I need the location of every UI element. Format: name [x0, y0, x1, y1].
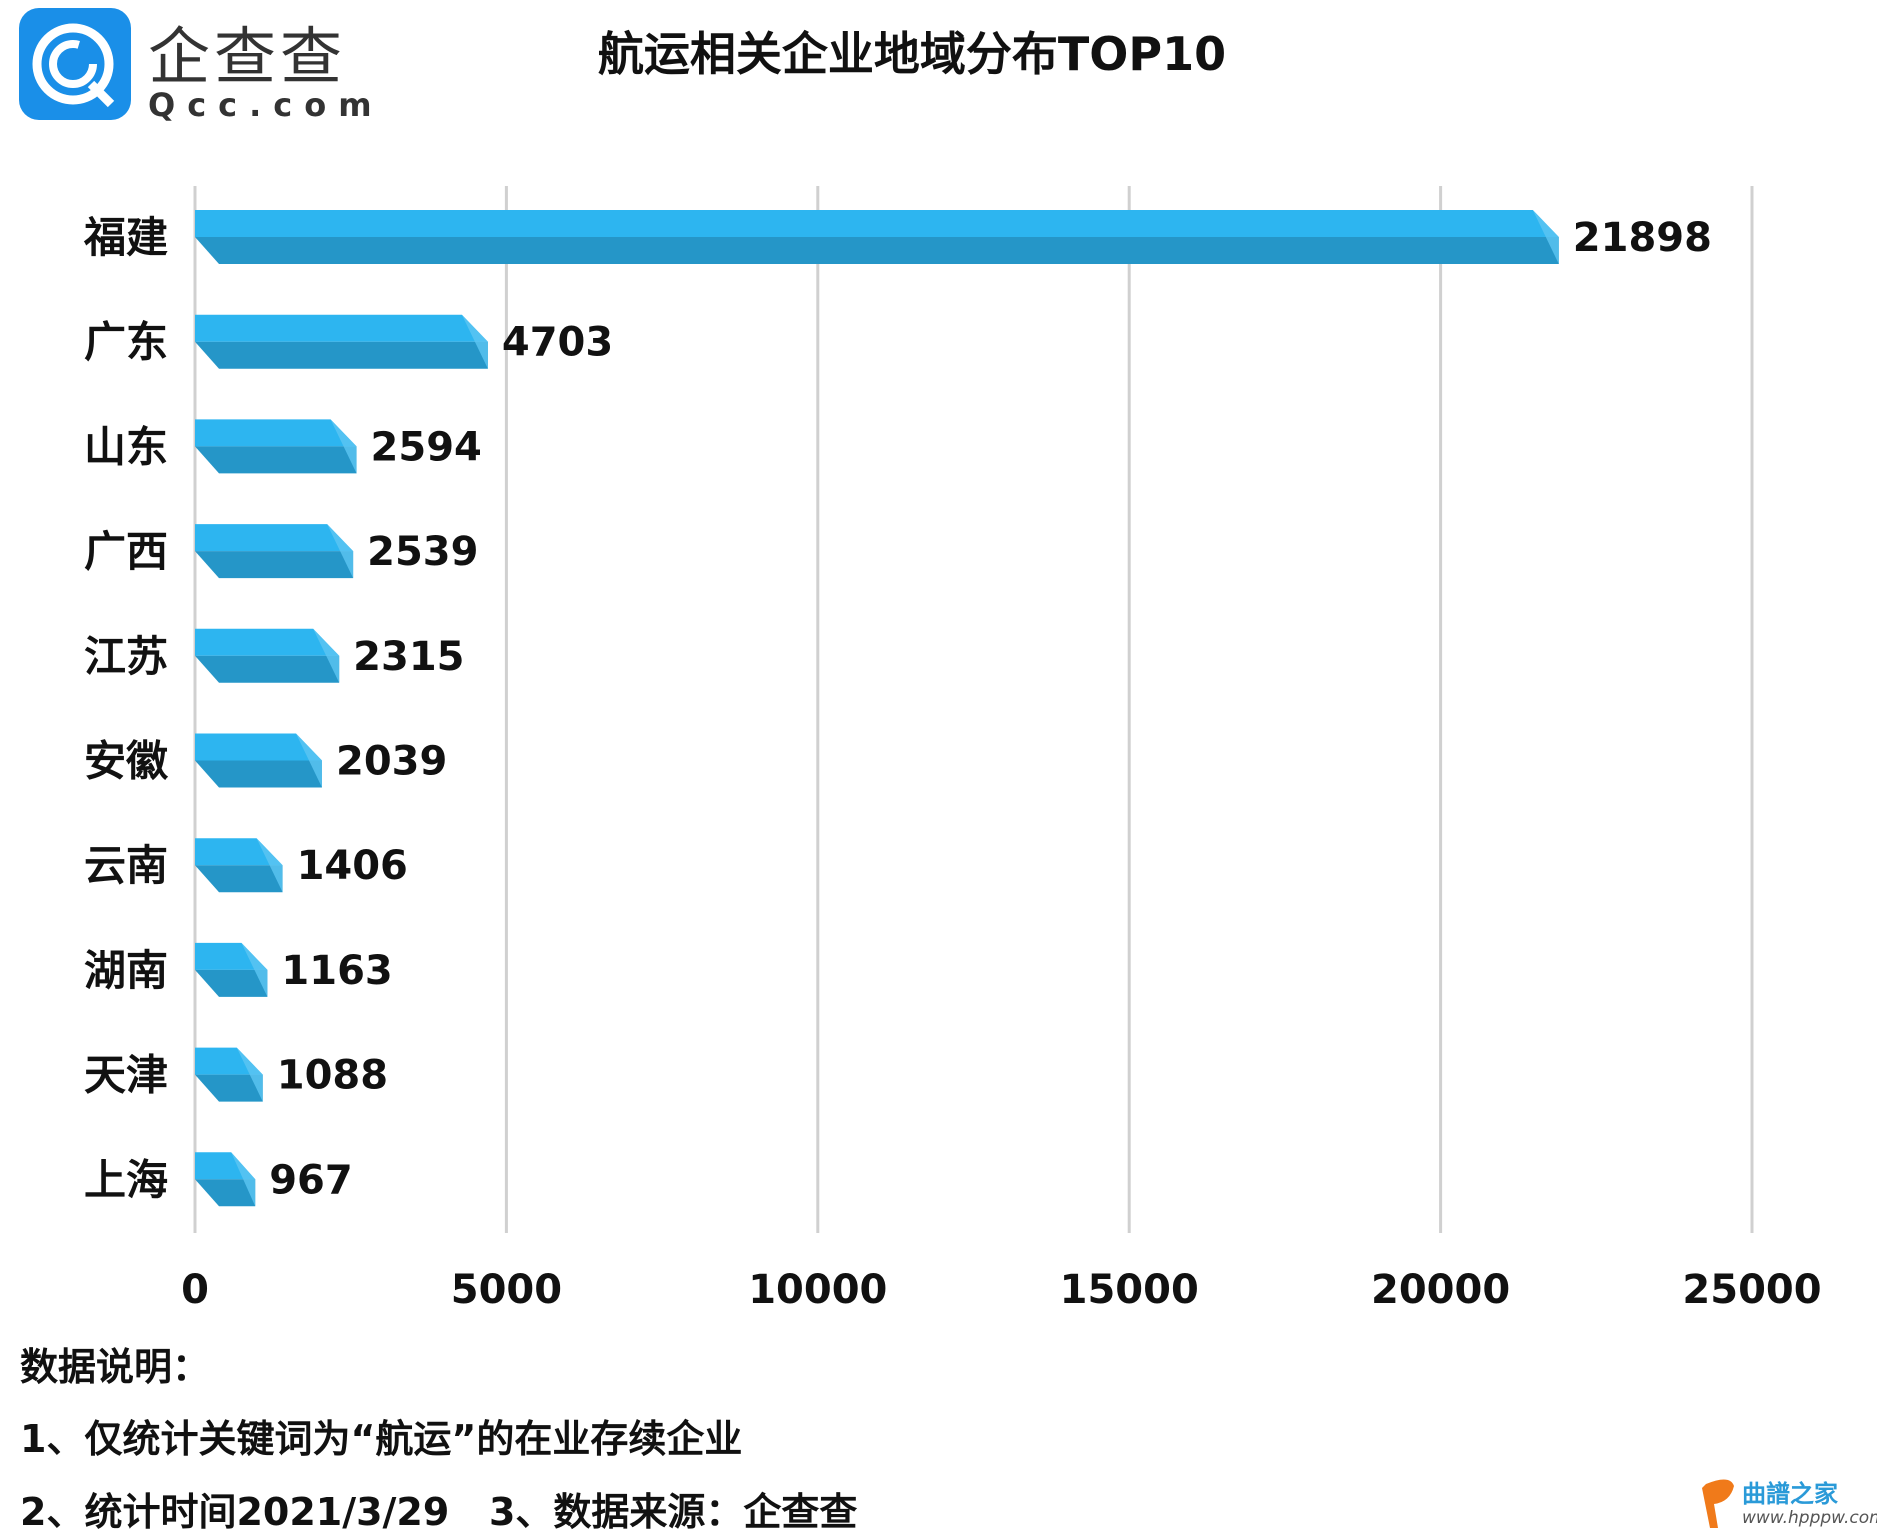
bar-front: [195, 341, 488, 369]
bar-end: [256, 838, 283, 893]
x-tick-label: 15000: [1060, 1267, 1199, 1313]
category-label: 广西: [84, 527, 168, 576]
category-label: 江苏: [84, 632, 168, 681]
bar-top: [195, 1047, 263, 1075]
watermark-logo-icon: [1702, 1479, 1734, 1528]
bar-end: [295, 733, 322, 788]
x-tick-label: 10000: [748, 1267, 887, 1313]
data-label: 1163: [281, 948, 392, 994]
qcc-logo-icon: [19, 8, 131, 120]
logo-text-en: Qcc.com: [148, 86, 384, 124]
bar-front: [195, 655, 340, 683]
bar-front: [195, 969, 268, 997]
bar-top: [195, 942, 268, 970]
bar-end: [327, 524, 354, 579]
bar-chart: 0 5000 10000 15000 20000 25000 21898 福建 4703 广东 25…: [83, 186, 1822, 1313]
data-label: 2594: [371, 424, 482, 470]
bar-top: [195, 524, 354, 552]
category-label: 广东: [84, 318, 168, 367]
bar-front: [195, 551, 354, 579]
chart-title: 航运相关企业地域分布TOP10: [597, 27, 1227, 81]
watermark-cn: 曲譜之家: [1742, 1480, 1838, 1508]
notes-heading: 数据说明：: [20, 1345, 211, 1389]
category-label: 福建: [83, 213, 168, 262]
data-label: 21898: [1573, 215, 1712, 261]
x-tick-label: 20000: [1371, 1267, 1510, 1313]
bar-end: [330, 419, 357, 474]
bar-top: [195, 210, 1559, 237]
x-tick-label: 0: [181, 1267, 209, 1313]
notes-line-2: 2、统计时间2021/3/29 3、数据来源：企查查: [20, 1490, 858, 1534]
category-label: 云南: [84, 841, 168, 890]
x-tick-label: 25000: [1682, 1267, 1821, 1313]
category-label: 山东: [84, 422, 168, 471]
watermark-en: www.hpppw.com: [1742, 1508, 1877, 1528]
bar-top: [195, 628, 340, 656]
bar-top: [195, 419, 357, 447]
data-label: 1406: [297, 843, 408, 889]
category-label: 湖南: [84, 946, 168, 995]
data-label: 967: [269, 1157, 353, 1203]
bar-front: [195, 446, 357, 474]
bar-end: [231, 1152, 256, 1207]
bar-front: [195, 760, 322, 788]
bar-top: [195, 733, 322, 761]
bar-top: [195, 314, 488, 342]
data-label: 2315: [353, 634, 464, 680]
bar-front: [195, 1179, 256, 1207]
x-tick-label: 5000: [451, 1267, 562, 1313]
data-label: 4703: [502, 320, 613, 366]
bar-front: [195, 1074, 263, 1102]
bar-front: [195, 237, 1559, 264]
bar-end: [461, 314, 488, 369]
category-label: 上海: [84, 1155, 168, 1204]
bar-end: [241, 942, 268, 997]
category-label: 安徽: [84, 737, 169, 786]
bar-end: [236, 1047, 263, 1102]
category-label: 天津: [84, 1051, 168, 1100]
bar-end: [1532, 210, 1559, 264]
bar-front: [195, 865, 283, 893]
bar-end: [313, 628, 340, 683]
notes-line-1: 1、仅统计关键词为“航运”的在业存续企业: [20, 1417, 743, 1461]
logo-text-cn: 企查查: [148, 20, 347, 93]
data-label: 1088: [277, 1053, 388, 1099]
data-label: 2039: [336, 739, 447, 785]
data-label: 2539: [367, 529, 478, 575]
